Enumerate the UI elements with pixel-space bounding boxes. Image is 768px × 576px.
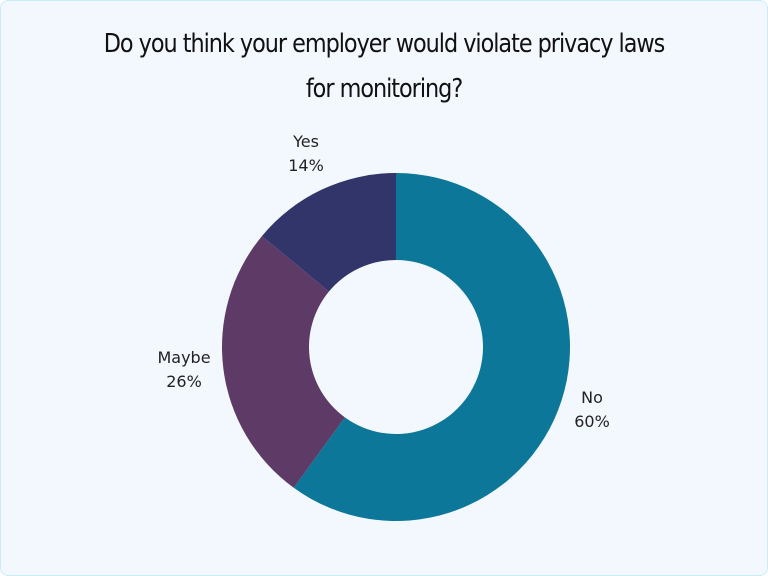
label-maybe-name: Maybe <box>157 348 211 367</box>
chart-title: Do you think your employer would violate… <box>54 22 714 112</box>
slice-yes <box>261 173 396 292</box>
label-maybe-value: 26% <box>166 372 202 391</box>
chart-title-line-1: Do you think your employer would violate… <box>103 29 666 59</box>
chart-title-line-2: for monitoring? <box>305 74 463 104</box>
label-no: No 60% <box>552 386 632 434</box>
slice-maybe <box>222 236 345 488</box>
label-no-name: No <box>581 388 603 407</box>
slice-no <box>293 173 570 522</box>
label-maybe: Maybe 26% <box>144 346 224 394</box>
label-yes-value: 14% <box>288 156 324 175</box>
label-yes-name: Yes <box>293 132 319 151</box>
label-yes: Yes 14% <box>266 130 346 178</box>
label-no-value: 60% <box>574 412 610 431</box>
